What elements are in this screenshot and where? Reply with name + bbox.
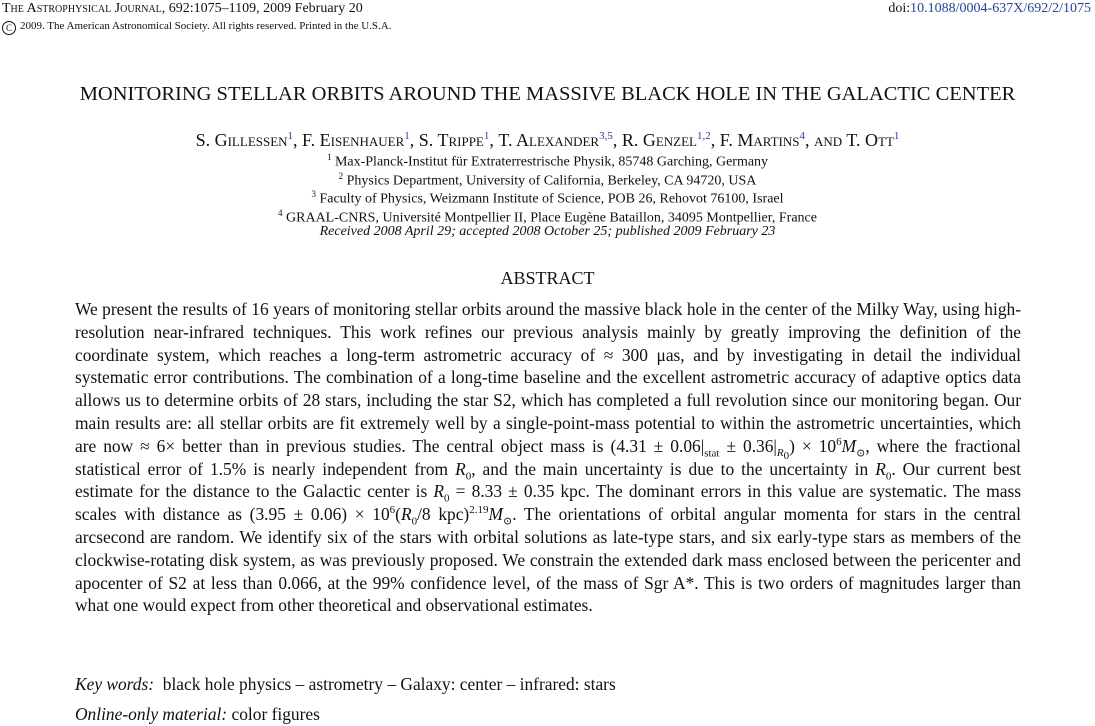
publication-dates: Received 2008 April 29; accepted 2008 Oc… [319,224,776,239]
r0-symbol: R [400,504,412,525]
affiliation: 4 GRAAL-CNRS, Université Montpellier II,… [0,204,1095,228]
affiliation-number: 1 [326,152,332,162]
abstract-text: /8 kpc) [417,504,470,525]
author: S. Gillessen [195,130,288,150]
author-affiliation-link[interactable]: 1 [287,130,294,142]
affiliation: 3 Faculty of Physics, Weizmann Institute… [0,185,1095,209]
r0-subscript: 0 [783,450,790,463]
r0-subscript: 0 [885,470,892,483]
doi-line: doi:10.1088/0004-637X/692/2/1075 [888,0,1091,18]
affiliation-number: 3 [311,189,316,199]
r0-symbol: R [776,447,784,460]
affiliation-number: 2 [338,171,344,181]
mass-symbol: M [488,504,503,525]
abstract-superscript: 6 [836,435,842,448]
author: F. Eisenhauer [302,130,405,150]
author-separator: , [293,130,303,150]
copyright-text: 2009. The American Astronomical Society.… [20,20,392,32]
r0-subscript: 0 [444,492,450,505]
keywords-line: Key words: black hole physics – astromet… [75,673,616,695]
author-separator: , and [805,130,847,150]
online-material-label: Online-only material: [75,704,228,724]
author-affiliation-link[interactable]: 1,2 [697,130,711,142]
abstract-text: , where the fractional statistical error… [75,435,1022,479]
author-affiliation-link[interactable]: 4 [799,130,806,142]
author-list: S. Gillessen1, F. Eisenhauer1, S. Trippe… [0,124,1095,152]
abstract-text: = 8.33 ± 0.35 kpc. The dominant errors i… [75,481,1021,525]
author-affiliation-link[interactable]: 1 [404,130,410,142]
abstract-superscript: 6 [389,504,396,517]
abstract-text: , and the main uncertainty is due to the… [471,458,876,479]
affiliation-text: Physics Department, University of Califo… [343,173,757,189]
affiliation: 2 Physics Department, University of Cali… [0,167,1095,191]
author-separator: , [409,130,419,150]
keywords-text: black hole physics – astrometry – Galaxy… [162,674,616,694]
abstract-body: We present the results of 16 years of mo… [75,298,1021,617]
affiliation-text: Max-Planck-Institut für Extraterrestrisc… [331,154,769,170]
affiliation-text: GRAAL-CNRS, Université Montpellier II, P… [282,210,817,226]
sun-subscript: ⊙ [856,447,866,460]
author: R. Genzel [621,130,698,150]
abstract-text: . The orientations of orbital angular mo… [75,504,1021,616]
doi-prefix: doi: [888,1,911,16]
affiliation-number: 4 [278,208,283,218]
r0-symbol: R [433,481,445,502]
keywords-label: Key words: [75,674,155,694]
citation-text: , 692:1075–1109, 2009 February 20 [161,1,363,16]
abstract-text: ± 0.36| [719,435,777,456]
online-material-line: Online-only material: color figures [75,703,320,725]
author-separator: , [612,130,622,150]
journal-name: The Astrophysical Journal [2,1,162,16]
abstract-text: We present the results of 16 years of mo… [75,299,1021,456]
abstract-subscript: stat [704,447,720,460]
paper-title: MONITORING STELLAR ORBITS AROUND THE MAS… [79,83,1016,105]
r0-symbol: R [455,458,466,479]
author-affiliation-link[interactable]: 1 [893,130,900,142]
r0-subscript: 0 [411,515,418,528]
copyright-icon: C [2,21,16,35]
r0-symbol: R [875,458,886,479]
copyright-line: C 2009. The American Astronomical Society… [2,19,392,35]
author: T. Ott [846,130,894,150]
affiliation-text: Faculty of Physics, Weizmann Institute o… [315,191,784,207]
author-affiliation-link[interactable]: 3,5 [599,130,613,142]
abstract-subscript: R0 [776,447,790,463]
r0-subscript: 0 [465,470,472,483]
mass-symbol: M [841,435,857,456]
affiliation: 1 Max-Planck-Institut für Extraterrestri… [0,148,1095,172]
abstract-text: . Our current best estimate for the dist… [75,458,1021,502]
sun-subscript: ⊙ [502,515,513,528]
author-affiliation-link[interactable]: 1 [483,130,490,142]
doi-link[interactable]: 10.1088/0004-637X/692/2/1075 [910,1,1091,16]
author: F. Martins [719,130,800,150]
abstract-superscript: 2.19 [469,504,489,517]
abstract-heading: ABSTRACT [500,268,595,288]
abstract-text: ( [395,504,401,525]
author: T. Alexander [498,130,600,150]
online-material-text: color figures [231,704,320,724]
abstract-text: ) × 10 [789,435,837,456]
author-separator: , [710,130,720,150]
journal-citation: The Astrophysical Journal, 692:1075–1109… [2,0,363,18]
author: S. Trippe [418,130,484,150]
author-separator: , [489,130,499,150]
